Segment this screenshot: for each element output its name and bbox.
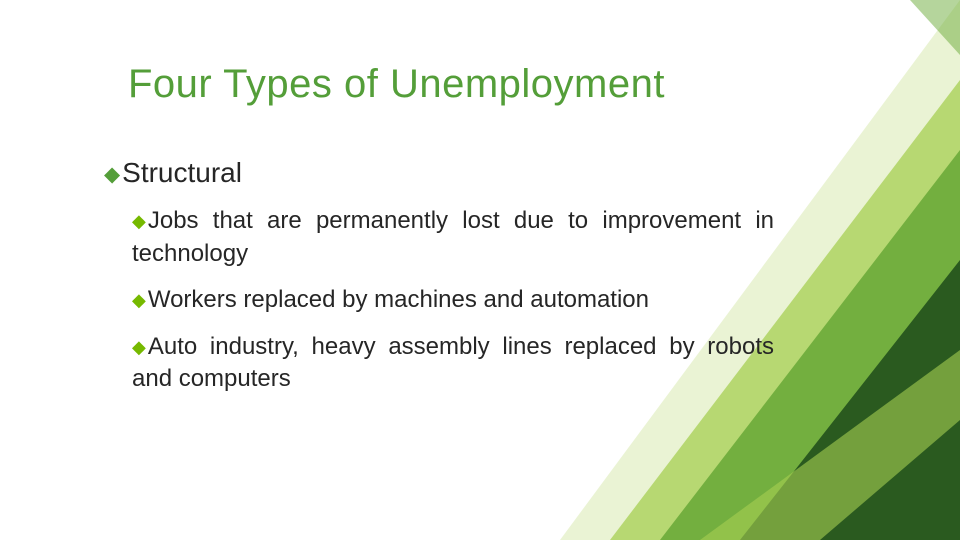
sub-points: ◆Jobs that are permanently lost due to i… <box>104 205 774 395</box>
heading-item: ◆Structural <box>104 155 774 191</box>
list-item: ◆Auto industry, heavy assembly lines rep… <box>132 331 774 396</box>
point-lead: Workers <box>148 286 237 313</box>
diamond-bullet-icon: ◆ <box>132 335 146 359</box>
diamond-bullet-icon: ◆ <box>104 161 120 188</box>
diamond-bullet-icon: ◆ <box>132 288 146 312</box>
point-rest: that are permanently lost due to improve… <box>132 207 774 266</box>
slide-title: Four Types of Unemployment <box>128 62 665 107</box>
slide: Four Types of Unemployment ◆Structural ◆… <box>0 0 960 540</box>
point-lead: Auto <box>148 333 197 360</box>
diamond-bullet-icon: ◆ <box>132 209 146 233</box>
slide-body: ◆Structural ◆Jobs that are permanently l… <box>104 155 774 409</box>
heading-text: Structural <box>122 157 242 188</box>
point-rest: industry, heavy assembly lines replaced … <box>132 333 774 392</box>
point-lead: Jobs <box>148 207 199 234</box>
list-item: ◆Jobs that are permanently lost due to i… <box>132 205 774 270</box>
list-item: ◆Workers replaced by machines and automa… <box>132 284 774 316</box>
point-rest: replaced by machines and automation <box>237 286 649 313</box>
